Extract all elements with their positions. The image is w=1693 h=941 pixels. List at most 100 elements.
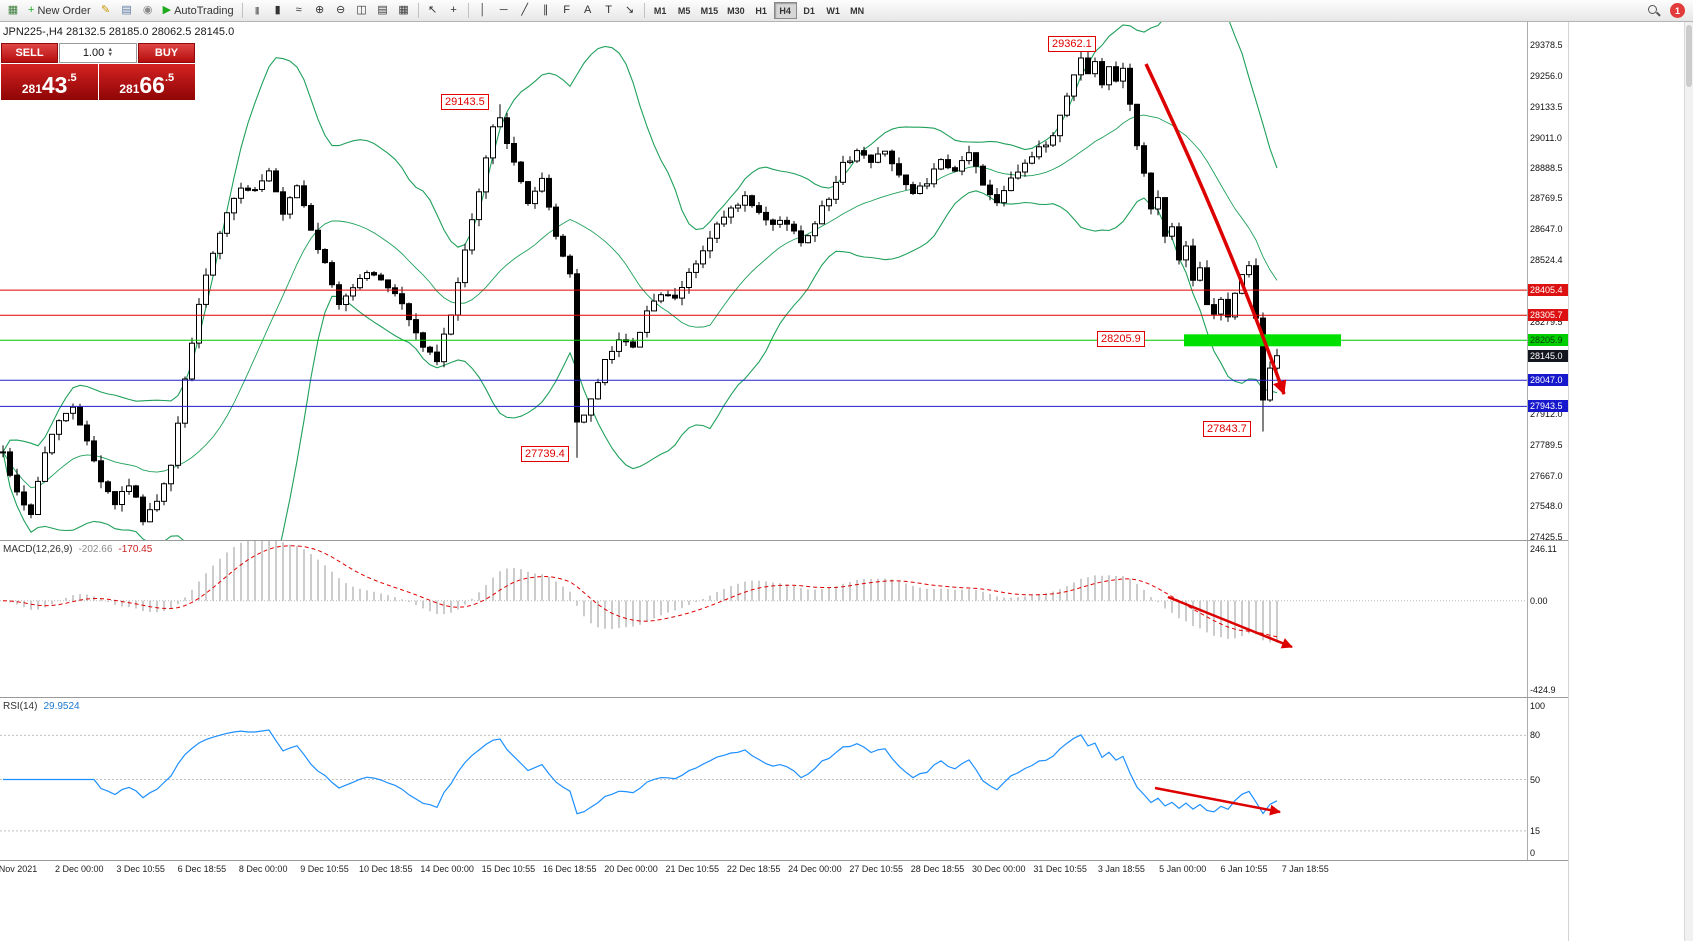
new-order-button[interactable]: + New Order <box>24 1 95 21</box>
timeframe-mn[interactable]: MN <box>846 2 869 19</box>
symbol-ohlc-label: JPN225-,H4 28132.5 28185.0 28062.5 28145… <box>3 26 235 38</box>
candlestick <box>987 184 993 196</box>
volume-stepper[interactable]: ▲ ▼ <box>107 47 113 58</box>
candlestick <box>609 350 615 360</box>
equidistant-channel-button[interactable]: ∥ <box>536 1 556 21</box>
volume-input[interactable]: 1.00 ▲ ▼ <box>59 43 137 63</box>
macd-label: MACD(12,26,9) -202.66 -170.45 <box>3 544 152 555</box>
text-label-button[interactable]: T <box>599 1 619 21</box>
timeframe-d1[interactable]: D1 <box>798 2 821 19</box>
print-icon: ▤ <box>121 4 132 16</box>
timeframe-m15[interactable]: M15 <box>697 2 723 19</box>
candlestick <box>1274 355 1280 369</box>
tile-windows-button[interactable]: ◫ <box>352 1 372 21</box>
grid-button[interactable]: ▦ <box>394 1 414 21</box>
candlestick <box>1029 156 1035 164</box>
candlestick <box>1071 74 1077 97</box>
candlestick <box>770 219 776 225</box>
candlestick <box>448 314 454 335</box>
rsi-trend-arrow[interactable] <box>1154 786 1281 816</box>
scrollbar-thumb[interactable] <box>1686 25 1692 87</box>
autotrading-button[interactable]: ▶ AutoTrading <box>159 1 238 21</box>
candlestick <box>700 250 706 265</box>
candlestick <box>840 161 846 183</box>
candlestick <box>105 481 111 493</box>
candlestick <box>1120 67 1126 82</box>
line-chart-icon: ≈ <box>295 4 302 16</box>
candlestick <box>721 216 727 225</box>
notification-badge[interactable]: 1 <box>1670 3 1685 18</box>
candlestick <box>861 150 867 156</box>
zoom-out-button[interactable]: ⊖ <box>331 1 351 21</box>
axis-label: 80 <box>1530 730 1541 740</box>
candlestick <box>952 167 958 172</box>
one-click-trading-widget: SELL 1.00 ▲ ▼ BUY 281 43.5 281 66.5 <box>1 43 195 100</box>
timeframe-h4[interactable]: H4 <box>773 2 797 19</box>
candlestick <box>616 339 622 352</box>
rsi-panel: 100 80 50 15 0 RSI(14) 29.9524 <box>0 697 1568 860</box>
zoom-in-icon: ⊕ <box>315 4 325 16</box>
vertical-scrollbar[interactable] <box>1684 22 1693 941</box>
price-callout[interactable]: 28205.9 <box>1097 331 1145 347</box>
candlestick <box>973 152 979 167</box>
trendline-button[interactable]: ╱ <box>515 1 535 21</box>
macd-canvas[interactable] <box>0 541 1527 697</box>
candlestick <box>392 287 398 295</box>
sell-button[interactable]: SELL <box>1 43 58 63</box>
candlestick-chart-button[interactable]: ▮ <box>268 1 288 21</box>
timeframe-m1[interactable]: M1 <box>649 2 672 19</box>
fibonacci-button[interactable]: F <box>557 1 577 21</box>
vertical-line-button[interactable]: │ <box>473 1 493 21</box>
price-callout[interactable]: 29143.5 <box>441 94 489 110</box>
cursor-button[interactable]: ↖ <box>423 1 443 21</box>
candlestick <box>1036 146 1042 158</box>
macd-panel: 246.11 0.00 -424.9 MACD(12,26,9) -202.66 -… <box>0 540 1568 697</box>
candlestick <box>889 150 895 165</box>
community-button[interactable]: ◉ <box>138 1 158 21</box>
arrows-button[interactable]: ↘ <box>620 1 640 21</box>
vertical-line-icon: │ <box>479 4 487 16</box>
bar-chart-button[interactable]: ||| <box>247 1 267 21</box>
candlestick <box>1064 95 1070 116</box>
macd-axis[interactable]: 246.11 0.00 -424.9 <box>1527 541 1568 697</box>
price-callout[interactable]: 27739.4 <box>521 446 569 462</box>
print-button[interactable]: ▤ <box>117 1 137 21</box>
candlestick <box>525 181 531 205</box>
price-chart-panel: 29378.5 29256.0 29133.5 29011.0 28888.5 28769… <box>0 22 1568 540</box>
price-axis[interactable]: 29378.5 29256.0 29133.5 29011.0 28888.5 28769… <box>1527 22 1568 540</box>
auto-arrange-button[interactable]: ▤ <box>373 1 393 21</box>
candlestick <box>252 189 258 192</box>
price-callout[interactable]: 29362.1 <box>1048 36 1096 52</box>
candlestick <box>315 229 321 250</box>
metaeditor-button[interactable]: ✎ <box>96 1 116 21</box>
timeframe-m30[interactable]: M30 <box>723 2 749 19</box>
timeframe-h1[interactable]: H1 <box>750 2 773 19</box>
bid-price[interactable]: 281 43.5 <box>1 64 98 100</box>
trend-arrow[interactable] <box>1144 63 1287 395</box>
search-button[interactable] <box>1643 1 1664 21</box>
rsi-canvas[interactable] <box>0 698 1527 860</box>
ask-price[interactable]: 281 66.5 <box>98 64 195 100</box>
crosshair-button[interactable]: + <box>444 1 464 21</box>
price-chart-canvas[interactable] <box>0 22 1527 540</box>
zoom-in-button[interactable]: ⊕ <box>310 1 330 21</box>
line-chart-button[interactable]: ≈ <box>289 1 309 21</box>
candlestick-chart-icon: ▮ <box>274 4 281 16</box>
candlestick <box>329 262 335 286</box>
timeframe-m5[interactable]: M5 <box>673 2 696 19</box>
candlestick <box>497 117 503 128</box>
zoom-out-icon: ⊖ <box>336 4 346 16</box>
rsi-axis[interactable]: 100 80 50 15 0 <box>1527 698 1568 860</box>
horizontal-line-button[interactable]: ─ <box>494 1 514 21</box>
candlestick <box>567 255 573 275</box>
candlestick <box>504 117 510 145</box>
time-axis[interactable]: Nov 2021 2 Dec 00:00 3 Dec 10:55 6 Dec 18:5… <box>0 860 1568 878</box>
new-chart-button[interactable]: ▦ <box>3 1 23 21</box>
macd-trend-arrow[interactable] <box>1167 595 1293 649</box>
price-callout[interactable]: 27843.7 <box>1203 421 1251 437</box>
price-badge: 28145.0 <box>1528 350 1568 362</box>
candlestick <box>1197 267 1203 281</box>
timeframe-w1[interactable]: W1 <box>822 2 845 19</box>
text-button[interactable]: A <box>578 1 598 21</box>
buy-button[interactable]: BUY <box>138 43 195 63</box>
